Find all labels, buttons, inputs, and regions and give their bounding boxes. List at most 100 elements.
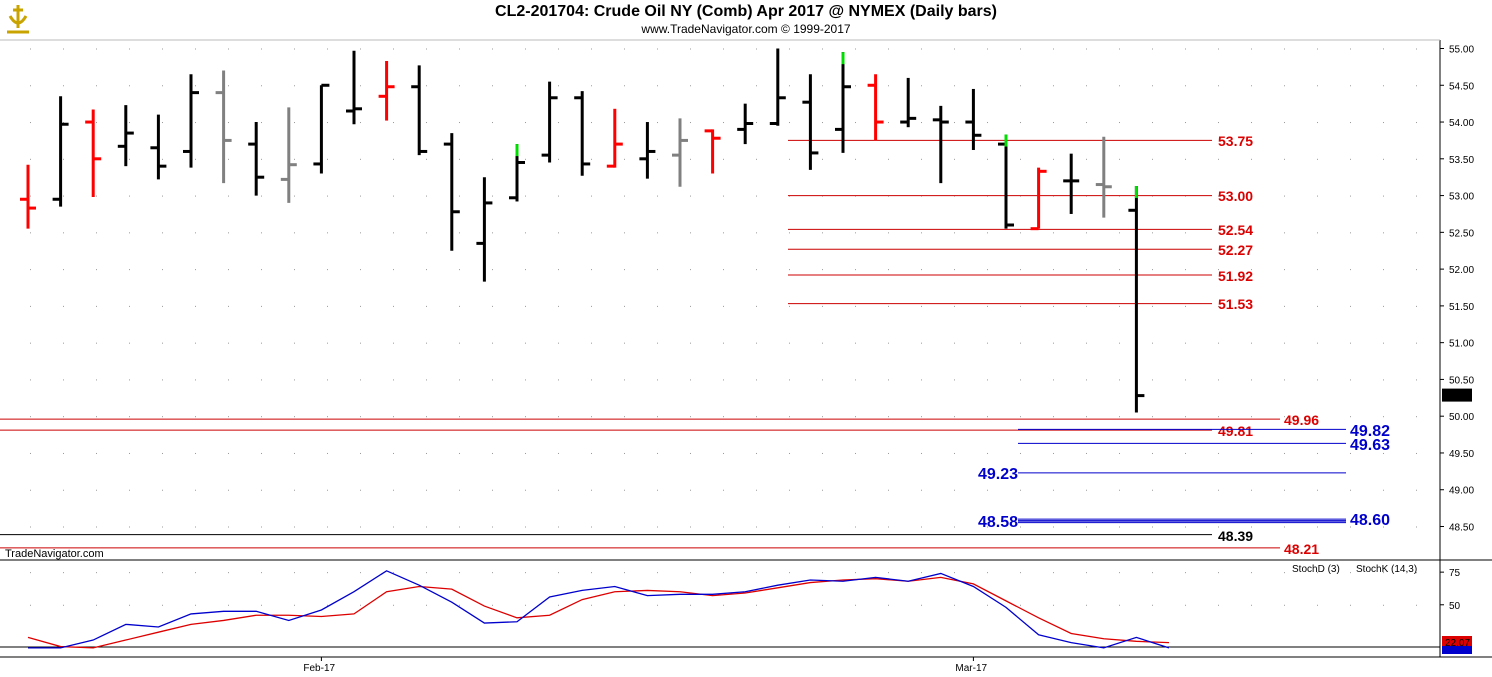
- grid-dot: [129, 452, 130, 454]
- grid-dot: [888, 85, 889, 87]
- grid-dot: [1350, 305, 1351, 307]
- grid-dot: [987, 572, 988, 574]
- grid-dot: [954, 232, 955, 234]
- grid-dot: [1251, 48, 1252, 50]
- grid-dot: [756, 158, 757, 160]
- grid-dot: [294, 379, 295, 381]
- grid-dot: [525, 342, 526, 344]
- grid-dot: [129, 158, 130, 160]
- grid-dot: [756, 85, 757, 87]
- grid-dot: [360, 526, 361, 528]
- grid-dot: [690, 269, 691, 271]
- grid-dot: [228, 604, 229, 606]
- grid-dot: [393, 158, 394, 160]
- grid-dot: [558, 416, 559, 418]
- grid-dot: [657, 416, 658, 418]
- grid-dot: [1383, 526, 1384, 528]
- grid-dot: [1185, 232, 1186, 234]
- grid-dot: [1416, 232, 1417, 234]
- grid-dot: [954, 85, 955, 87]
- grid-dot: [459, 572, 460, 574]
- grid-dot: [987, 416, 988, 418]
- grid-dot: [96, 305, 97, 307]
- grid-dot: [1416, 379, 1417, 381]
- y-tick-label: 54.50: [1449, 81, 1474, 92]
- grid-dot: [63, 489, 64, 491]
- grid-dot: [393, 195, 394, 197]
- grid-dot: [294, 305, 295, 307]
- grid-dot: [690, 48, 691, 50]
- grid-dot: [1086, 48, 1087, 50]
- grid-dot: [1152, 452, 1153, 454]
- stoch-k-line: [28, 570, 1170, 649]
- grid-dot: [1053, 158, 1054, 160]
- grid-dot: [261, 269, 262, 271]
- grid-dot: [558, 489, 559, 491]
- grid-dot: [789, 158, 790, 160]
- grid-dot: [195, 604, 196, 606]
- grid-dot: [1416, 416, 1417, 418]
- grid-dot: [1152, 158, 1153, 160]
- grid-dot: [822, 48, 823, 50]
- grid-dot: [1251, 379, 1252, 381]
- grid-dot: [954, 489, 955, 491]
- grid-dot: [492, 379, 493, 381]
- grid-dot: [789, 48, 790, 50]
- grid-dot: [294, 342, 295, 344]
- grid-dot: [360, 269, 361, 271]
- grid-dot: [756, 48, 757, 50]
- price-grid: [30, 48, 1417, 528]
- grid-dot: [1284, 604, 1285, 606]
- grid-dot: [987, 232, 988, 234]
- grid-dot: [888, 232, 889, 234]
- grid-dot: [525, 85, 526, 87]
- grid-dot: [1350, 122, 1351, 124]
- grid-dot: [30, 158, 31, 160]
- grid-dot: [1416, 489, 1417, 491]
- grid-dot: [162, 232, 163, 234]
- grid-dot: [1383, 195, 1384, 197]
- y-tick-label: 52.00: [1449, 265, 1474, 276]
- grid-dot: [426, 526, 427, 528]
- grid-dot: [1086, 342, 1087, 344]
- grid-dot: [195, 342, 196, 344]
- grid-dot: [393, 48, 394, 50]
- grid-dot: [954, 342, 955, 344]
- grid-dot: [393, 379, 394, 381]
- grid-dot: [393, 489, 394, 491]
- grid-dot: [261, 195, 262, 197]
- grid-dot: [1317, 416, 1318, 418]
- grid-dot: [1020, 122, 1021, 124]
- grid-dot: [888, 604, 889, 606]
- grid-dot: [1086, 572, 1087, 574]
- trade-navigator-logo-icon: [5, 3, 31, 35]
- grid-dot: [1119, 269, 1120, 271]
- grid-dot: [294, 452, 295, 454]
- grid-dot: [96, 572, 97, 574]
- grid-dot: [1020, 158, 1021, 160]
- grid-dot: [1317, 452, 1318, 454]
- grid-dot: [558, 48, 559, 50]
- grid-dot: [261, 489, 262, 491]
- grid-dot: [591, 416, 592, 418]
- grid-dot: [1218, 379, 1219, 381]
- grid-dot: [63, 195, 64, 197]
- grid-dot: [657, 305, 658, 307]
- grid-dot: [228, 452, 229, 454]
- grid-dot: [162, 269, 163, 271]
- grid-dot: [228, 416, 229, 418]
- grid-dot: [1086, 85, 1087, 87]
- grid-dot: [459, 452, 460, 454]
- grid-dot: [294, 489, 295, 491]
- grid-dot: [789, 305, 790, 307]
- grid-dot: [888, 305, 889, 307]
- grid-dot: [129, 48, 130, 50]
- y-tick-label: 48.50: [1449, 523, 1474, 534]
- grid-dot: [162, 305, 163, 307]
- grid-dot: [1218, 269, 1219, 271]
- grid-dot: [855, 305, 856, 307]
- grid-dot: [756, 122, 757, 124]
- grid-dot: [987, 379, 988, 381]
- grid-dot: [30, 232, 31, 234]
- grid-dot: [459, 379, 460, 381]
